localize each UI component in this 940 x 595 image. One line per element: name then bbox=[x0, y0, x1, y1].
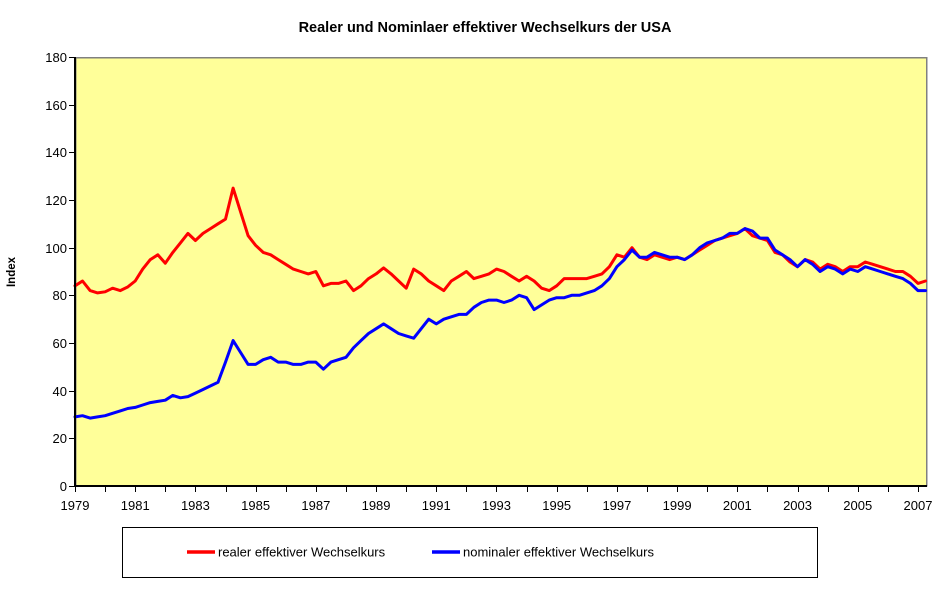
nominal-exchange-rate-line bbox=[73, 227, 927, 420]
x-tick-label: 1989 bbox=[362, 498, 391, 513]
x-tick-label: 2007 bbox=[904, 498, 933, 513]
x-tick-label: 1985 bbox=[241, 498, 270, 513]
y-axis-ticks bbox=[69, 57, 75, 487]
x-tick-label: 1997 bbox=[602, 498, 631, 513]
legend: realer effektiver Wechselkurs nominaler … bbox=[122, 527, 818, 578]
y-axis-title: Index bbox=[6, 256, 18, 287]
x-tick-label: 1987 bbox=[301, 498, 330, 513]
y-tick-label: 20 bbox=[53, 431, 67, 446]
y-tick-label: 100 bbox=[45, 241, 67, 256]
x-axis-ticks bbox=[75, 486, 919, 492]
y-tick-label: 140 bbox=[45, 145, 67, 160]
chart-title: Realer und Nominlaer effektiver Wechselk… bbox=[299, 20, 672, 36]
x-axis-tick-labels: 1979 1981 1983 1985 1987 1989 1991 1993 1995 1997… bbox=[61, 498, 933, 513]
x-tick-label: 2001 bbox=[723, 498, 752, 513]
y-tick-label: 60 bbox=[53, 336, 67, 351]
series-lines bbox=[73, 186, 927, 420]
x-tick-label: 1983 bbox=[181, 498, 210, 513]
x-tick-label: 1991 bbox=[422, 498, 451, 513]
legend-label-nominal: nominaler effektiver Wechselkurs bbox=[463, 545, 654, 560]
x-tick-label: 2005 bbox=[843, 498, 872, 513]
x-tick-label: 2003 bbox=[783, 498, 812, 513]
x-tick-label: 1999 bbox=[663, 498, 692, 513]
x-tick-label: 1993 bbox=[482, 498, 511, 513]
y-axis-tick-labels: 0 20 40 60 80 100 120 140 160 180 bbox=[45, 50, 67, 494]
y-tick-label: 40 bbox=[53, 384, 67, 399]
legend-label-real: realer effektiver Wechselkurs bbox=[218, 545, 386, 560]
y-tick-label: 120 bbox=[45, 193, 67, 208]
x-tick-label: 1995 bbox=[542, 498, 571, 513]
x-tick-label: 1981 bbox=[121, 498, 150, 513]
y-tick-label: 160 bbox=[45, 98, 67, 113]
legend-box bbox=[122, 527, 818, 578]
y-tick-label: 0 bbox=[60, 479, 67, 494]
x-tick-label: 1979 bbox=[61, 498, 90, 513]
y-tick-label: 180 bbox=[45, 50, 67, 65]
y-tick-label: 80 bbox=[53, 288, 67, 303]
